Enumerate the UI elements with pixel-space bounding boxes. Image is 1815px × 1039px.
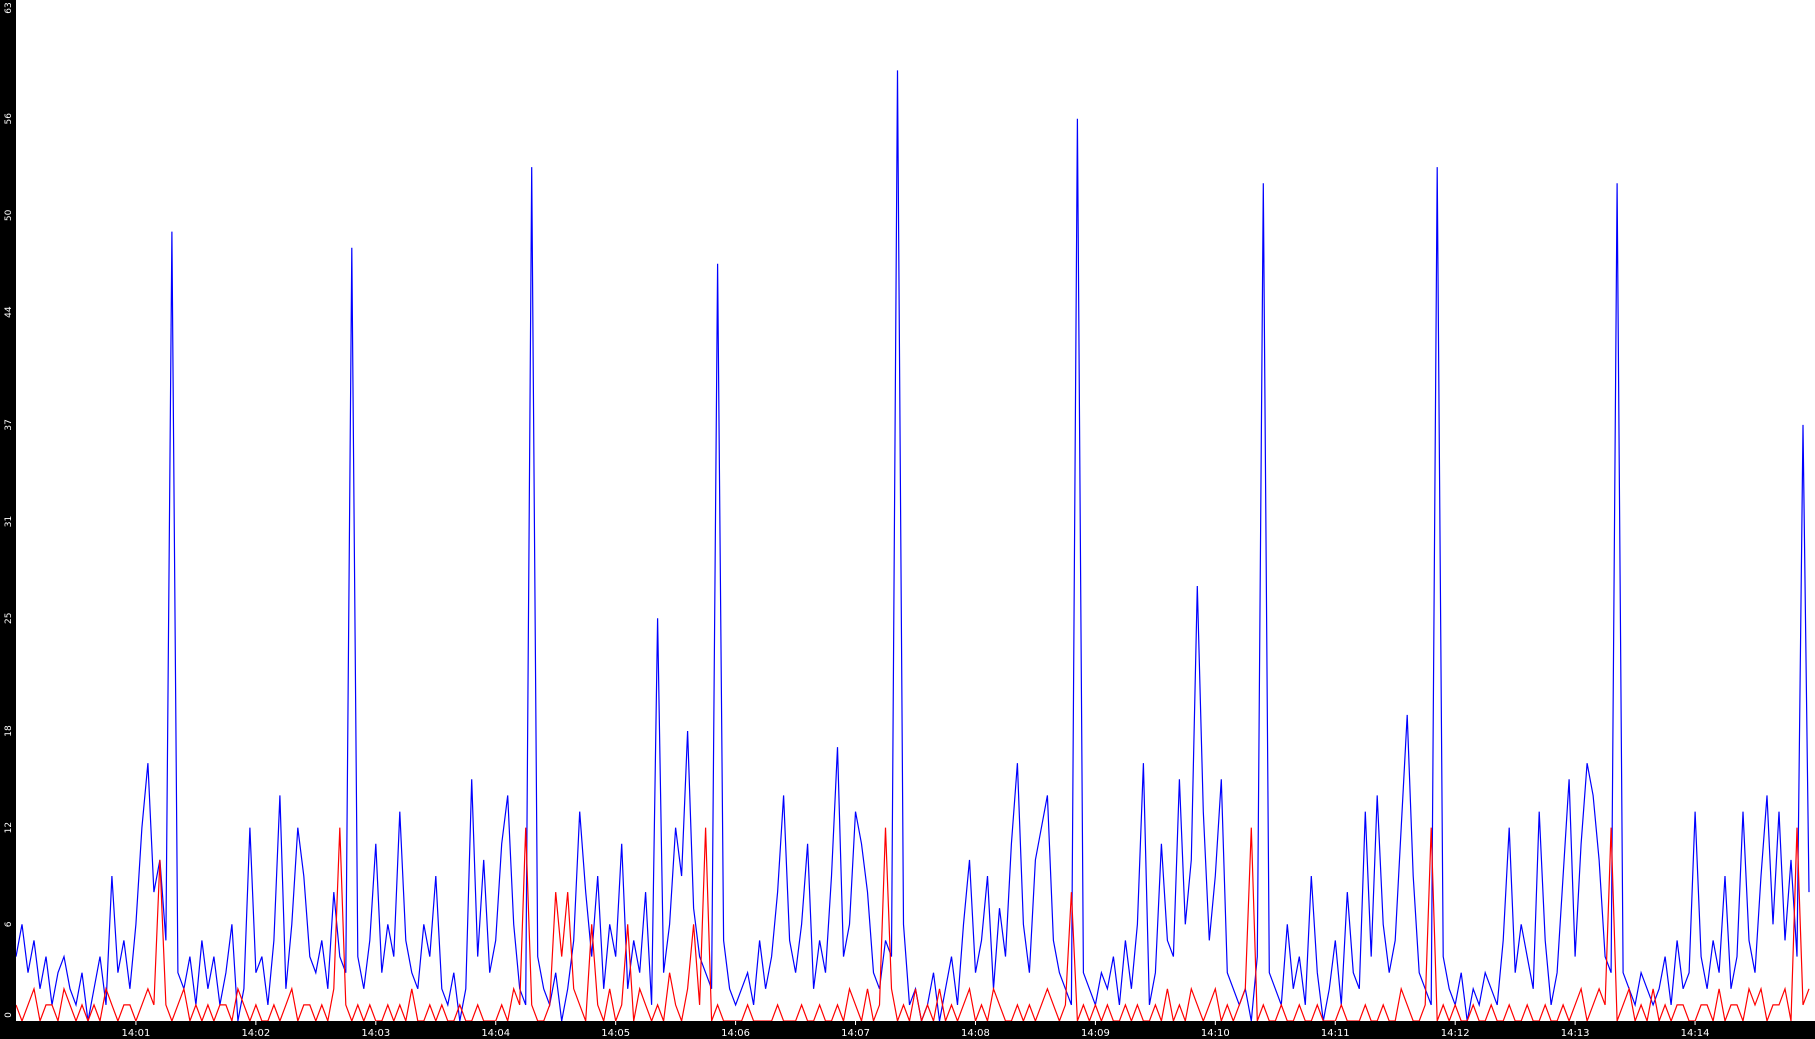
x-tick-label: 14:12 [1441, 1028, 1470, 1039]
x-tick-label: 14:09 [1081, 1028, 1110, 1039]
y-tick-label: 31 [4, 516, 14, 527]
y-tick-label: 0 [4, 1012, 14, 1018]
x-tick-label: 14:07 [841, 1028, 870, 1039]
y-tick-label: 12 [4, 822, 14, 833]
y-tick-label: 18 [4, 725, 14, 737]
x-tick-label: 14:13 [1561, 1028, 1590, 1039]
y-tick-label: 6 [4, 921, 14, 927]
x-tick-label: 14:03 [361, 1028, 390, 1039]
x-tick-label: 14:14 [1681, 1028, 1710, 1039]
x-tick-label: 14:01 [122, 1028, 151, 1039]
y-tick-label: 25 [4, 612, 14, 623]
y-axis: 0 6 12 18 25 31 37 44 50 56 63 [0, 0, 16, 1039]
series-layer [15, 70, 1810, 1024]
x-axis: 14:01 14:02 14:03 14:04 14:05 14:06 14:07 14:08… [0, 1021, 1815, 1039]
x-tick-label: 14:06 [721, 1028, 750, 1039]
y-tick-label: 56 [4, 113, 14, 125]
plot-background [16, 0, 1815, 1021]
x-tick-label: 14:10 [1201, 1028, 1230, 1039]
y-tick-label: 63 [4, 2, 14, 13]
x-tick-label: 14:02 [241, 1028, 270, 1039]
x-tick-label: 14:04 [481, 1028, 510, 1039]
series-line-0 [15, 70, 1810, 1024]
y-tick-label: 37 [4, 419, 14, 430]
x-axis-band [0, 1021, 1815, 1039]
y-tick-label: 50 [4, 209, 14, 221]
x-tick-label: 14:11 [1321, 1028, 1350, 1039]
y-axis-band [0, 0, 16, 1039]
series-line-1 [15, 827, 1810, 1024]
y-tick-label: 44 [4, 306, 14, 318]
x-tick-label: 14:08 [961, 1028, 990, 1039]
x-tick-label: 14:05 [601, 1028, 630, 1039]
